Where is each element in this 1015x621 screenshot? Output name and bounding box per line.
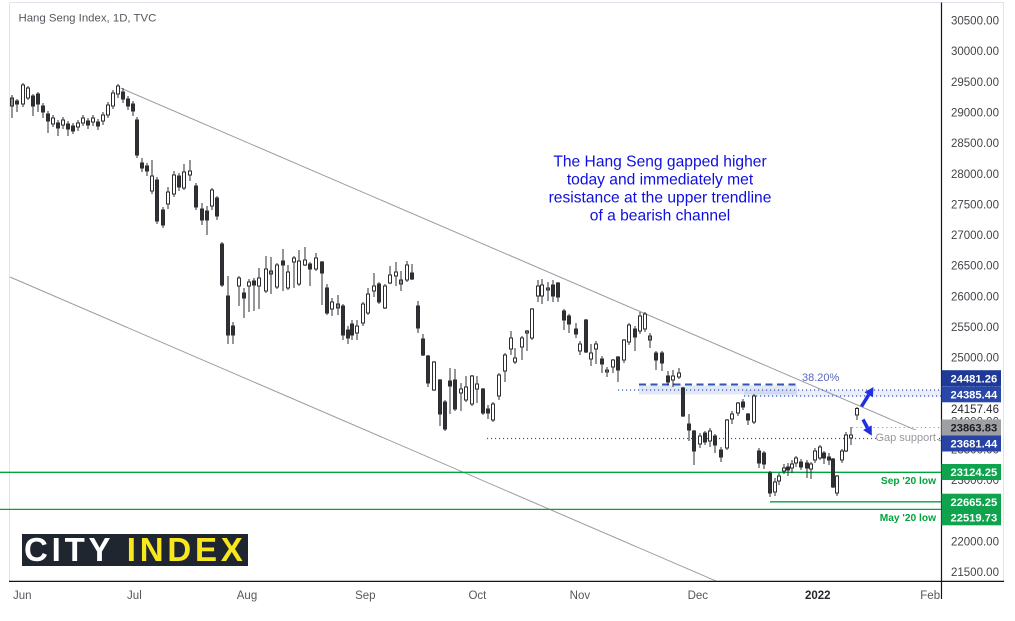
svg-text:today and immediately met: today and immediately met	[567, 172, 754, 189]
svg-text:Hang Seng Index, 1D, TVC: Hang Seng Index, 1D, TVC	[19, 13, 157, 25]
svg-text:25000.00: 25000.00	[951, 353, 999, 365]
svg-text:23124.25: 23124.25	[951, 467, 998, 479]
svg-text:Aug: Aug	[237, 590, 257, 602]
svg-text:22000.00: 22000.00	[951, 537, 999, 549]
svg-text:22665.25: 22665.25	[951, 497, 998, 509]
svg-text:24481.26: 24481.26	[951, 373, 998, 385]
svg-text:2022: 2022	[805, 590, 831, 602]
svg-text:30000.00: 30000.00	[951, 46, 999, 58]
svg-text:Gap support: Gap support	[875, 432, 936, 444]
svg-text:Jul: Jul	[127, 590, 142, 602]
svg-text:Dec: Dec	[688, 590, 709, 602]
svg-text:Nov: Nov	[570, 590, 591, 602]
svg-text:24157.46: 24157.46	[951, 404, 999, 416]
svg-text:of a bearish channel: of a bearish channel	[590, 208, 730, 225]
svg-text:30500.00: 30500.00	[951, 16, 999, 28]
svg-text:Sep '20 low: Sep '20 low	[881, 476, 936, 487]
svg-text:May '20 low: May '20 low	[880, 513, 936, 524]
svg-text:24385.44: 24385.44	[951, 390, 998, 402]
svg-text:Jun: Jun	[13, 590, 32, 602]
svg-text:27500.00: 27500.00	[951, 199, 999, 211]
svg-text:25500.00: 25500.00	[951, 322, 999, 334]
svg-text:29500.00: 29500.00	[951, 77, 999, 89]
svg-text:resistance at the upper trendl: resistance at the upper trendline	[549, 190, 772, 207]
svg-text:21500.00: 21500.00	[951, 567, 999, 579]
svg-text:Feb: Feb	[920, 590, 940, 602]
svg-text:23863.83: 23863.83	[951, 423, 998, 435]
svg-text:26000.00: 26000.00	[951, 291, 999, 303]
svg-text:Sep: Sep	[355, 590, 375, 602]
svg-text:The Hang Seng gapped higher: The Hang Seng gapped higher	[553, 154, 766, 171]
svg-text:23681.44: 23681.44	[951, 439, 998, 451]
svg-text:CITY INDEX: CITY INDEX	[24, 531, 247, 568]
svg-text:28500.00: 28500.00	[951, 138, 999, 150]
svg-text:22519.73: 22519.73	[951, 513, 998, 525]
svg-text:28000.00: 28000.00	[951, 169, 999, 181]
svg-text:38.20%: 38.20%	[802, 372, 840, 384]
svg-text:27000.00: 27000.00	[951, 230, 999, 242]
svg-text:26500.00: 26500.00	[951, 261, 999, 273]
svg-text:Oct: Oct	[468, 590, 487, 602]
svg-text:29000.00: 29000.00	[951, 108, 999, 120]
